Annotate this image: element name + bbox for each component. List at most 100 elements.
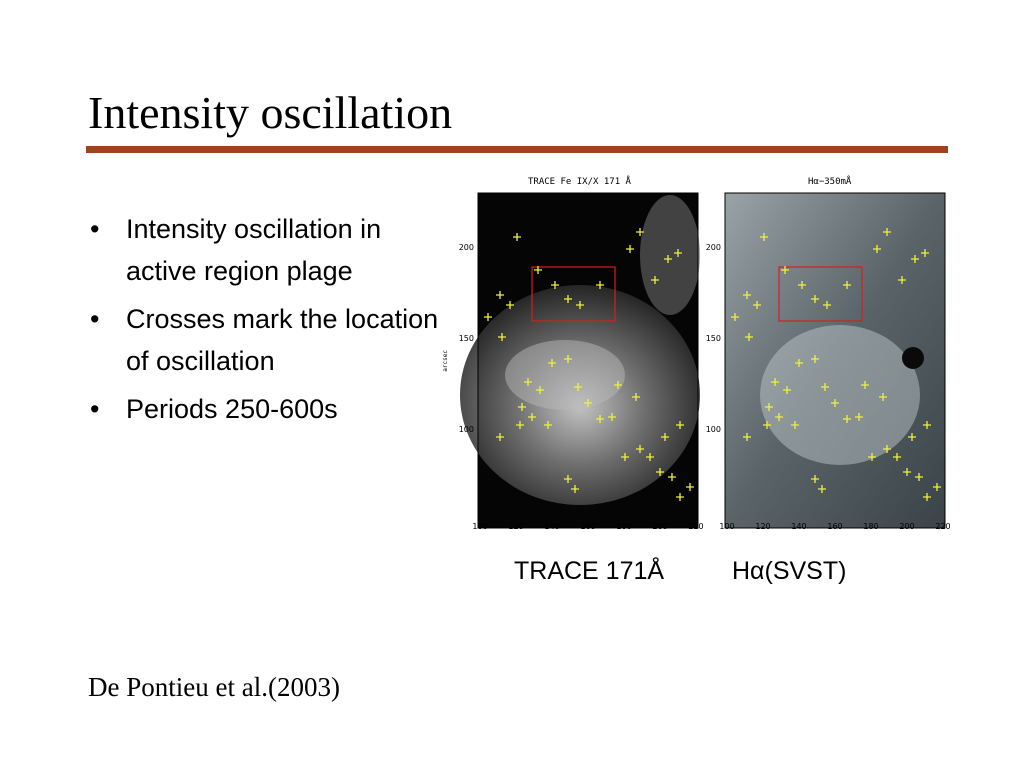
- oscillation-marker: [923, 493, 931, 501]
- bullet-text: Intensity oscillation in active region p…: [126, 214, 382, 286]
- halpha-panel-title: Hα−350mÅ: [808, 177, 852, 187]
- oscillation-marker: [743, 291, 751, 299]
- bullet-dot: •: [90, 394, 100, 424]
- oscillation-marker: [548, 359, 556, 367]
- oscillation-marker: [564, 475, 572, 483]
- bullet-list: • Intensity oscillation in active region …: [90, 208, 450, 436]
- oscillation-marker: [745, 333, 753, 341]
- oscillation-marker: [873, 245, 881, 253]
- x-tick-label: 140: [791, 522, 806, 531]
- x-tick-label: 100: [472, 522, 487, 531]
- oscillation-marker: [496, 433, 504, 441]
- oscillation-marker: [855, 413, 863, 421]
- oscillation-marker: [524, 378, 532, 386]
- oscillation-marker: [731, 313, 739, 321]
- observation-figure: 200 150 100 100 120 140 160 180 200 220 200 150 100 1…: [440, 175, 955, 535]
- oscillation-marker: [534, 266, 542, 274]
- oscillation-marker: [791, 421, 799, 429]
- oscillation-marker: [584, 399, 592, 407]
- oscillation-marker: [636, 445, 644, 453]
- oscillation-marker: [496, 291, 504, 299]
- figure-svg: 200 150 100 100 120 140 160 180 200 220 200 150 100 1…: [459, 192, 951, 531]
- oscillation-marker: [879, 393, 887, 401]
- oscillation-marker: [898, 276, 906, 284]
- halpha-plage: [760, 325, 920, 465]
- caption-halpha: Hα(SVST): [732, 557, 847, 585]
- oscillation-marker: [506, 301, 514, 309]
- bullet-dot: •: [90, 214, 100, 244]
- oscillation-marker: [843, 281, 851, 289]
- oscillation-marker: [484, 313, 492, 321]
- oscillation-marker: [823, 301, 831, 309]
- oscillation-marker: [811, 355, 819, 363]
- oscillation-marker: [574, 383, 582, 391]
- oscillation-marker: [544, 421, 552, 429]
- bullet-text: Crosses mark the location of oscillation: [126, 304, 439, 376]
- x-tick-label: 220: [935, 522, 950, 531]
- oscillation-marker: [883, 445, 891, 453]
- trace-panel-title: TRACE Fe IX/X 171 Å: [528, 177, 631, 187]
- oscillation-marker: [933, 483, 941, 491]
- halpha-frame: [724, 192, 946, 529]
- oscillation-marker: [674, 249, 682, 257]
- x-tick-label: 220: [688, 522, 703, 531]
- oscillation-marker: [614, 381, 622, 389]
- oscillation-marker: [760, 233, 768, 241]
- oscillation-marker: [576, 301, 584, 309]
- oscillation-marker: [883, 228, 891, 236]
- oscillation-marker: [763, 421, 771, 429]
- halpha-panel: [724, 192, 946, 529]
- x-tick-label: 120: [755, 522, 770, 531]
- y-tick-label: 150: [459, 334, 474, 343]
- bullet-item: • Periods 250-600s: [90, 388, 450, 430]
- x-tick-label: 100: [719, 522, 734, 531]
- oscillation-marker: [661, 433, 669, 441]
- oscillation-marker: [923, 421, 931, 429]
- y-axis-label: arcsec: [442, 350, 449, 372]
- oscillation-marker: [686, 483, 694, 491]
- x-tick-label: 200: [652, 522, 667, 531]
- oscillation-marker: [811, 295, 819, 303]
- oscillation-marker: [516, 421, 524, 429]
- oscillation-marker: [783, 386, 791, 394]
- oscillation-marker: [498, 333, 506, 341]
- bullet-text: Periods 250-600s: [126, 394, 338, 424]
- oscillation-marker: [908, 433, 916, 441]
- oscillation-marker: [893, 453, 901, 461]
- oscillation-marker: [753, 301, 761, 309]
- bullet-item: • Crosses mark the location of oscillatio…: [90, 298, 450, 382]
- oscillation-marker: [621, 453, 629, 461]
- oscillation-marker: [596, 415, 604, 423]
- oscillation-marker: [551, 281, 559, 289]
- oscillation-marker: [656, 468, 664, 476]
- oscillation-marker: [771, 378, 779, 386]
- roi-box-right: [778, 266, 863, 322]
- oscillation-marker: [632, 393, 640, 401]
- x-tick-label: 120: [508, 522, 523, 531]
- oscillation-marker: [564, 355, 572, 363]
- x-tick-label: 140: [544, 522, 559, 531]
- oscillation-marker: [596, 281, 604, 289]
- oscillation-marker: [765, 403, 773, 411]
- oscillation-marker: [818, 485, 826, 493]
- oscillation-marker: [821, 383, 829, 391]
- oscillation-marker: [775, 413, 783, 421]
- roi-box-left: [531, 266, 616, 322]
- x-tick-label: 200: [899, 522, 914, 531]
- oscillation-marker: [921, 249, 929, 257]
- oscillation-marker: [798, 281, 806, 289]
- bullet-dot: •: [90, 304, 100, 334]
- y-tick-label: 200: [459, 243, 474, 252]
- oscillation-marker: [903, 468, 911, 476]
- caption-trace: TRACE 171Å: [514, 557, 665, 585]
- oscillation-marker: [811, 475, 819, 483]
- oscillation-marker: [676, 421, 684, 429]
- oscillation-marker: [513, 233, 521, 241]
- x-tick-label: 180: [616, 522, 631, 531]
- y-tick-label: 200: [706, 243, 721, 252]
- x-tick-label: 160: [580, 522, 595, 531]
- oscillation-marker: [831, 399, 839, 407]
- oscillation-marker: [646, 453, 654, 461]
- trace-loops: [640, 195, 700, 315]
- oscillation-marker: [781, 266, 789, 274]
